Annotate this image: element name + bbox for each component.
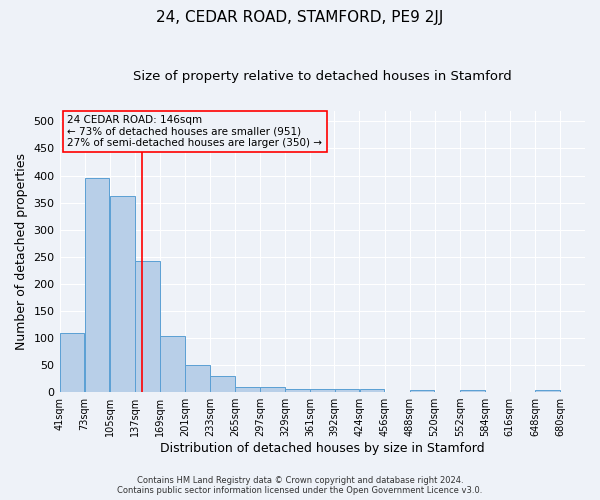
- Bar: [85, 178, 109, 392]
- Bar: [335, 389, 359, 392]
- Bar: [285, 389, 310, 392]
- Bar: [185, 365, 210, 392]
- Bar: [260, 386, 285, 392]
- Text: 24, CEDAR ROAD, STAMFORD, PE9 2JJ: 24, CEDAR ROAD, STAMFORD, PE9 2JJ: [157, 10, 443, 25]
- Bar: [410, 390, 434, 392]
- Title: Size of property relative to detached houses in Stamford: Size of property relative to detached ho…: [133, 70, 512, 83]
- Bar: [160, 336, 185, 392]
- Bar: [110, 196, 134, 392]
- Bar: [135, 260, 160, 392]
- Bar: [210, 376, 235, 392]
- Bar: [535, 390, 560, 392]
- Bar: [310, 389, 335, 392]
- Text: Contains HM Land Registry data © Crown copyright and database right 2024.
Contai: Contains HM Land Registry data © Crown c…: [118, 476, 482, 495]
- Bar: [60, 332, 85, 392]
- Bar: [359, 389, 385, 392]
- Bar: [460, 390, 485, 392]
- Bar: [235, 386, 260, 392]
- Y-axis label: Number of detached properties: Number of detached properties: [15, 153, 28, 350]
- X-axis label: Distribution of detached houses by size in Stamford: Distribution of detached houses by size …: [160, 442, 485, 455]
- Text: 24 CEDAR ROAD: 146sqm
← 73% of detached houses are smaller (951)
27% of semi-det: 24 CEDAR ROAD: 146sqm ← 73% of detached …: [67, 115, 322, 148]
